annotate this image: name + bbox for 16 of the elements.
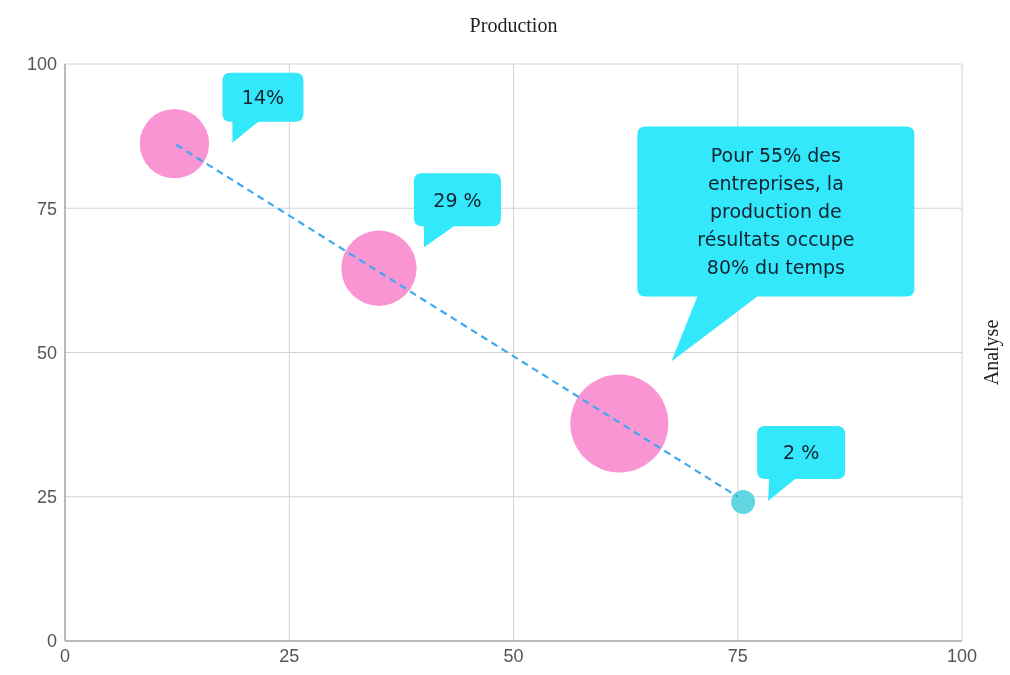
- x-tick-label: 100: [946, 645, 978, 666]
- x-axis-title: Production: [469, 14, 558, 36]
- y-tick-label: 100: [26, 54, 57, 75]
- y-tick-label: 25: [36, 487, 57, 508]
- x-tick-label: 75: [727, 645, 748, 666]
- y-tick-label: 75: [36, 198, 57, 219]
- x-tick-label: 0: [59, 645, 71, 666]
- x-tick-label: 25: [279, 645, 300, 666]
- annotation: 2 %: [782, 440, 821, 466]
- annotation: 29 %: [432, 187, 483, 213]
- y-tick-label: 0: [46, 631, 57, 652]
- annotation: 14%: [240, 85, 286, 111]
- y-tick-label: 50: [36, 342, 57, 363]
- y-axis-title: Analyse: [980, 319, 1003, 386]
- x-tick-label: 50: [503, 645, 524, 666]
- annotation: Pour 55% des entreprises, la production de résultats occupe 80% du temps: [696, 143, 856, 281]
